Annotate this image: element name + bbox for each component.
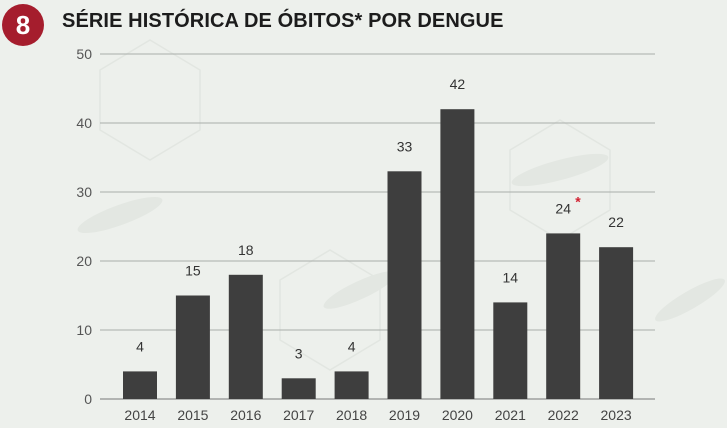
y-tick-label: 50 xyxy=(76,46,92,62)
x-tick-label: 2016 xyxy=(230,407,261,423)
data-label: 14 xyxy=(503,269,519,285)
data-label: 42 xyxy=(450,76,466,92)
data-label: 15 xyxy=(185,263,201,279)
data-label: 3 xyxy=(295,345,303,361)
x-tick-label: 2020 xyxy=(442,407,473,423)
x-tick-label: 2022 xyxy=(548,407,579,423)
bar xyxy=(334,371,369,399)
chart-title: SÉRIE HISTÓRICA DE ÓBITOS* POR DENGUE xyxy=(62,10,504,32)
x-tick-label: 2021 xyxy=(495,407,526,423)
bar xyxy=(546,233,581,399)
y-tick-label: 10 xyxy=(76,322,92,338)
section-number-badge: 8 xyxy=(2,4,44,46)
data-label: 4 xyxy=(136,338,144,354)
y-tick-label: 0 xyxy=(84,391,92,407)
data-label: 18 xyxy=(238,242,254,258)
x-tick-label: 2018 xyxy=(336,407,367,423)
bar xyxy=(228,274,263,399)
x-tick-label: 2014 xyxy=(124,407,155,423)
bar xyxy=(440,109,475,399)
bar xyxy=(281,378,316,399)
data-label: 22 xyxy=(608,214,624,230)
x-tick-label: 2019 xyxy=(389,407,420,423)
data-label: 24 xyxy=(555,200,571,216)
x-tick-label: 2015 xyxy=(177,407,208,423)
x-tick-label: 2017 xyxy=(283,407,314,423)
asterisk-annotation: * xyxy=(575,193,581,209)
bar xyxy=(493,302,528,399)
bar xyxy=(175,295,210,399)
data-label: 33 xyxy=(397,138,413,154)
bar xyxy=(599,247,634,399)
bar xyxy=(387,171,422,399)
y-tick-label: 20 xyxy=(76,253,92,269)
y-tick-label: 30 xyxy=(76,184,92,200)
data-label: 4 xyxy=(348,338,356,354)
bar xyxy=(123,371,157,399)
x-tick-label: 2023 xyxy=(601,407,632,423)
y-tick-label: 40 xyxy=(76,115,92,131)
